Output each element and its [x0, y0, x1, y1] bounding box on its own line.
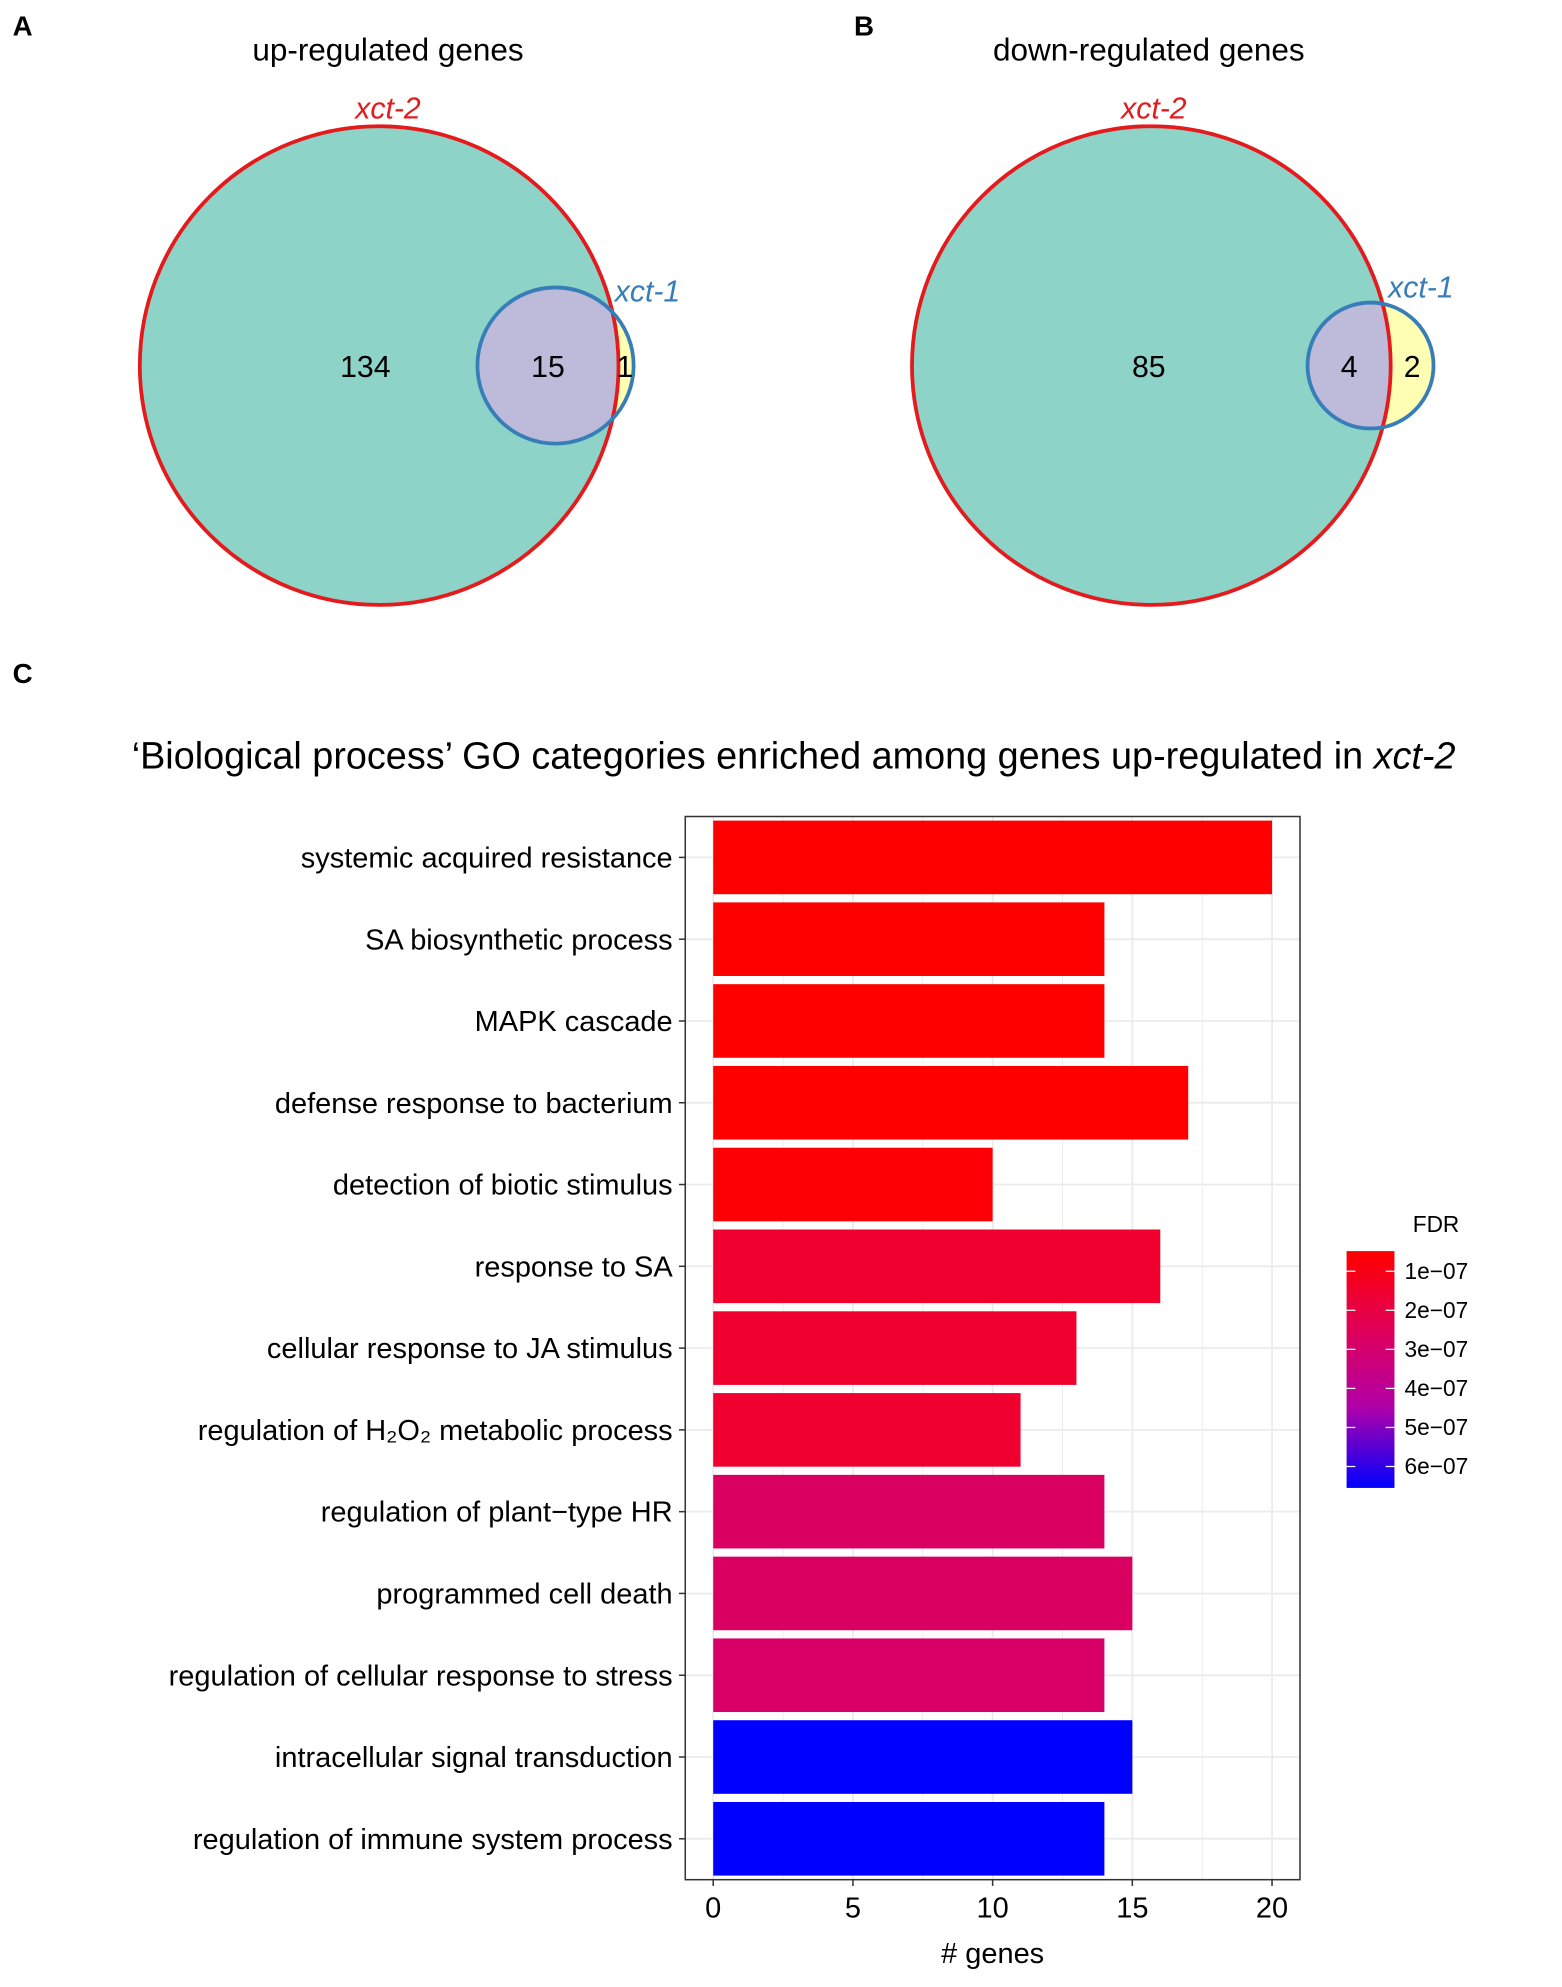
category-labels: systemic acquired resistance SA biosynthe… — [169, 842, 686, 1856]
chart-title-italic: xct-2 — [1372, 736, 1456, 778]
venn-up-count-small: 1 — [616, 351, 633, 384]
venn-down-small-label: xct-1 — [1386, 272, 1453, 305]
x-tick-label: 0 — [705, 1892, 721, 1924]
category-label: intracellular signal transduction — [275, 1742, 673, 1774]
panel-label-b: B — [854, 11, 874, 42]
x-axis-ticks: 0 5 10 15 20 — [705, 1879, 1288, 1924]
bar — [713, 1556, 1133, 1631]
bar — [713, 984, 1105, 1058]
venn-up-count-overlap: 15 — [531, 351, 565, 384]
legend-label: 3e−07 — [1405, 1336, 1469, 1362]
category-label: response to SA — [475, 1251, 674, 1283]
x-tick-label: 5 — [845, 1892, 861, 1924]
legend-ticks: 1e−07 2e−07 3e−07 4e−07 5e−07 6e−07 — [1346, 1258, 1469, 1479]
legend-label: 4e−07 — [1405, 1375, 1469, 1401]
venn-down-count-overlap: 4 — [1341, 351, 1358, 384]
chart-title-prefix: ‘Biological process’ GO categories enric… — [132, 736, 1374, 778]
category-label: detection of biotic stimulus — [333, 1170, 673, 1202]
bar — [713, 1638, 1105, 1713]
category-label: cellular response to JA stimulus — [267, 1333, 673, 1365]
venn-up-big-circle — [139, 126, 619, 605]
legend-label: 5e−07 — [1405, 1414, 1469, 1440]
category-label: MAPK cascade — [475, 1006, 673, 1038]
venn-down-big-outline — [910, 124, 1393, 607]
legend-colorbar — [1346, 1251, 1395, 1488]
venn-down-big-circle — [912, 126, 1391, 605]
venn-down-big-label: xct-2 — [1119, 93, 1187, 126]
category-label: regulation of H₂O₂ metabolic process — [198, 1415, 673, 1447]
venn-up-small-outline — [475, 285, 636, 446]
x-tick-label: 20 — [1256, 1892, 1288, 1924]
panel-label-c: C — [13, 658, 33, 689]
venn-down-count-small: 2 — [1404, 351, 1421, 384]
category-label: programmed cell death — [376, 1579, 672, 1611]
bar — [713, 1065, 1189, 1140]
chart-title: ‘Biological process’ GO categories enric… — [132, 736, 1456, 778]
bar — [713, 1311, 1077, 1385]
venn-down-overlap-region — [1307, 302, 1391, 429]
bar — [713, 1393, 1021, 1467]
bar — [713, 1801, 1105, 1876]
venn-up-count-big: 134 — [340, 351, 390, 384]
bar — [713, 1720, 1133, 1794]
bar — [713, 902, 1105, 976]
venn-down-count-big: 85 — [1132, 351, 1166, 384]
category-label: SA biosynthetic process — [365, 924, 673, 956]
bar — [713, 1229, 1161, 1304]
bar — [713, 820, 1273, 895]
x-tick-label: 10 — [977, 1892, 1009, 1924]
venn-up-title: up-regulated genes — [252, 32, 523, 68]
bar — [713, 1474, 1105, 1549]
legend-label: 1e−07 — [1405, 1258, 1469, 1284]
venn-up-big-label: xct-2 — [353, 93, 421, 126]
venn-up-big-outline — [137, 124, 621, 607]
panel-label-a: A — [13, 11, 33, 42]
x-axis-label: # genes — [941, 1938, 1044, 1970]
venn-up-small-label: xct-1 — [613, 275, 680, 308]
x-tick-label: 15 — [1116, 1892, 1148, 1924]
legend-label: 2e−07 — [1405, 1297, 1469, 1323]
category-label: regulation of cellular response to stres… — [169, 1660, 673, 1692]
category-label: regulation of immune system process — [193, 1824, 673, 1856]
venn-up: xct-2 xct-1 134 15 1 — [137, 93, 680, 607]
venn-down-small-outline — [1305, 300, 1436, 431]
chart-bars — [713, 820, 1273, 1876]
category-label: systemic acquired resistance — [301, 842, 673, 874]
venn-down-title: down-regulated genes — [993, 32, 1305, 68]
venn-down: xct-2 xct-1 85 4 2 — [910, 93, 1454, 607]
fdr-legend: FDR 1e−07 2e−07 3e−07 4e−07 5e−07 6e−07 — [1346, 1211, 1469, 1488]
legend-label: 6e−07 — [1405, 1453, 1469, 1479]
category-label: regulation of plant−type HR — [321, 1497, 673, 1529]
bar — [713, 1147, 993, 1222]
legend-title: FDR — [1413, 1211, 1460, 1237]
venn-up-overlap-region — [477, 287, 619, 444]
category-label: defense response to bacterium — [275, 1088, 673, 1120]
